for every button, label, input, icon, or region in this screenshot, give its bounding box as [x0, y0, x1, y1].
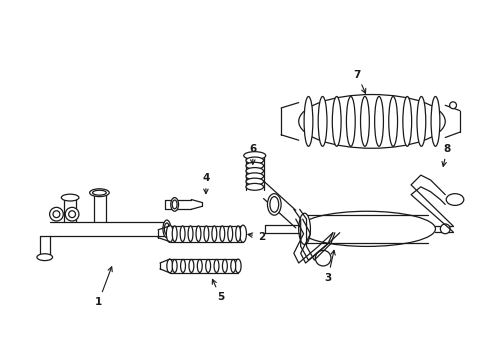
Ellipse shape: [163, 220, 170, 238]
Ellipse shape: [269, 197, 278, 212]
Ellipse shape: [430, 96, 439, 146]
Ellipse shape: [318, 96, 326, 146]
Ellipse shape: [446, 194, 463, 206]
Ellipse shape: [172, 226, 177, 242]
Ellipse shape: [298, 213, 310, 244]
Ellipse shape: [374, 96, 383, 146]
Ellipse shape: [205, 260, 210, 273]
Ellipse shape: [298, 211, 435, 247]
Ellipse shape: [164, 223, 169, 235]
Ellipse shape: [92, 190, 106, 195]
Ellipse shape: [245, 157, 263, 164]
Ellipse shape: [360, 96, 368, 146]
Ellipse shape: [449, 102, 455, 109]
Text: 7: 7: [353, 69, 365, 93]
Ellipse shape: [180, 226, 184, 242]
Ellipse shape: [196, 226, 201, 242]
Ellipse shape: [245, 178, 263, 185]
Ellipse shape: [188, 226, 193, 242]
Ellipse shape: [53, 211, 60, 217]
Ellipse shape: [172, 200, 177, 209]
Ellipse shape: [203, 226, 208, 242]
Ellipse shape: [65, 207, 79, 221]
Ellipse shape: [37, 254, 52, 261]
Ellipse shape: [214, 260, 219, 273]
Ellipse shape: [197, 260, 202, 273]
Text: 1: 1: [95, 267, 112, 307]
Ellipse shape: [416, 96, 425, 146]
Ellipse shape: [346, 96, 354, 146]
Ellipse shape: [180, 260, 185, 273]
Ellipse shape: [245, 162, 263, 169]
Ellipse shape: [49, 207, 63, 221]
Ellipse shape: [166, 259, 172, 273]
Text: 4: 4: [202, 173, 209, 194]
Ellipse shape: [235, 226, 240, 242]
Ellipse shape: [89, 189, 109, 197]
Ellipse shape: [227, 226, 232, 242]
Ellipse shape: [188, 260, 193, 273]
Ellipse shape: [245, 168, 263, 175]
Ellipse shape: [440, 224, 449, 234]
Ellipse shape: [222, 260, 227, 273]
Ellipse shape: [68, 211, 75, 217]
Ellipse shape: [315, 250, 330, 266]
Ellipse shape: [220, 226, 224, 242]
Ellipse shape: [172, 260, 177, 273]
Ellipse shape: [244, 152, 265, 159]
Ellipse shape: [298, 95, 445, 148]
Ellipse shape: [304, 96, 312, 146]
Ellipse shape: [245, 173, 263, 180]
Ellipse shape: [402, 96, 411, 146]
Ellipse shape: [61, 194, 79, 201]
Ellipse shape: [267, 194, 281, 215]
Text: 6: 6: [249, 144, 256, 164]
Ellipse shape: [230, 260, 235, 273]
Ellipse shape: [239, 225, 246, 242]
Text: 2: 2: [247, 231, 264, 242]
Ellipse shape: [245, 183, 263, 190]
Ellipse shape: [211, 226, 216, 242]
Text: 8: 8: [441, 144, 450, 166]
Ellipse shape: [170, 198, 178, 211]
Ellipse shape: [332, 96, 341, 146]
Text: 3: 3: [324, 250, 335, 283]
Text: 5: 5: [212, 279, 224, 302]
Ellipse shape: [166, 225, 173, 242]
Ellipse shape: [388, 96, 397, 146]
Ellipse shape: [235, 259, 241, 273]
